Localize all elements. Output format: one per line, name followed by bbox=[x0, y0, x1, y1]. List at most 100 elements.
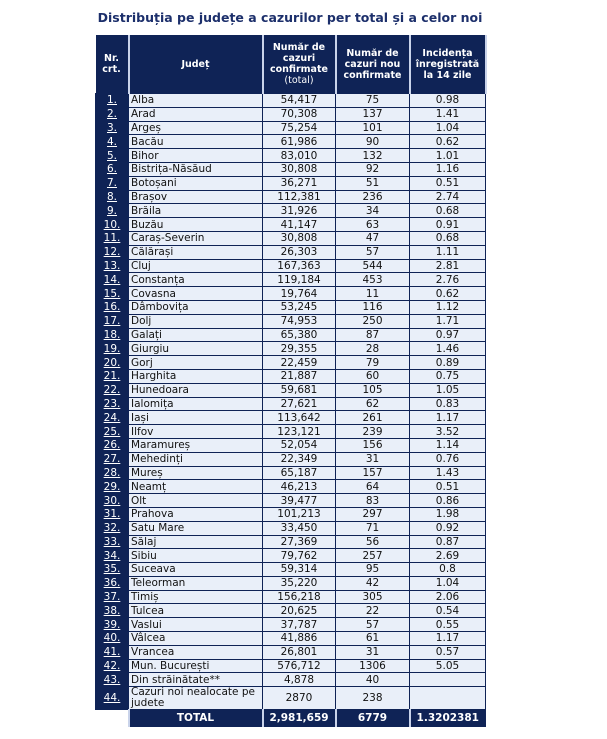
row-nr: 34. bbox=[95, 548, 129, 564]
row-total-cases: 26,801 bbox=[262, 644, 336, 660]
row-incidence: 0.89 bbox=[409, 355, 486, 370]
total-new: 6779 bbox=[334, 709, 410, 728]
row-incidence bbox=[409, 686, 486, 711]
row-nr: 40. bbox=[95, 631, 129, 646]
row-incidence: 1.71 bbox=[409, 313, 486, 329]
row-nr: 44. bbox=[95, 686, 129, 711]
row-total-cases: 70,308 bbox=[262, 106, 336, 122]
table-row: 33. Sălaj 27,369 56 0.87 bbox=[95, 534, 486, 550]
row-nr: 16. bbox=[95, 299, 129, 315]
total-spacer bbox=[95, 709, 129, 727]
row-new-cases: 90 bbox=[335, 134, 410, 150]
row-new-cases: 56 bbox=[335, 534, 410, 550]
row-county: Sibiu bbox=[128, 548, 263, 564]
row-nr: 8. bbox=[95, 189, 129, 205]
row-new-cases: 79 bbox=[335, 355, 410, 370]
row-total-cases: 52,054 bbox=[262, 437, 336, 453]
row-county: Vâlcea bbox=[128, 631, 263, 646]
header-incidence: Incidența înregistrată la 14 zile bbox=[408, 35, 487, 94]
row-total-cases: 53,245 bbox=[262, 299, 336, 315]
row-incidence: 0.87 bbox=[409, 534, 486, 550]
table-row: 36. Teleorman 35,220 42 1.04 bbox=[95, 575, 486, 591]
row-total-cases: 576,712 bbox=[262, 658, 336, 674]
table-row: 25. Ilfov 123,121 239 3.52 bbox=[95, 424, 486, 439]
row-new-cases: 116 bbox=[335, 299, 410, 315]
row-new-cases: 157 bbox=[335, 465, 410, 481]
table-row: 40. Vâlcea 41,886 61 1.17 bbox=[95, 631, 486, 646]
row-county: Galați bbox=[128, 327, 263, 343]
row-incidence: 0.51 bbox=[409, 175, 486, 191]
table-header-row: Nr. crt. Județ Număr de cazuri confirmat… bbox=[95, 35, 487, 94]
page-title: Distribuția pe județe a cazurilor per to… bbox=[97, 10, 483, 25]
row-incidence: 0.75 bbox=[409, 368, 486, 384]
row-nr: 28. bbox=[95, 465, 129, 481]
header-judet: Județ bbox=[127, 35, 264, 94]
row-total-cases: 61,986 bbox=[262, 134, 336, 150]
row-incidence: 0.55 bbox=[409, 617, 486, 633]
row-incidence: 1.98 bbox=[409, 506, 486, 522]
table-row: 23. Ialomița 27,621 62 0.83 bbox=[95, 396, 486, 412]
row-total-cases: 4,878 bbox=[262, 672, 336, 688]
row-new-cases: 22 bbox=[335, 603, 410, 619]
row-nr: 23. bbox=[95, 396, 129, 412]
row-county: Constanța bbox=[128, 272, 263, 288]
row-incidence: 2.06 bbox=[409, 589, 486, 605]
table-row: 24. Iași 113,642 261 1.17 bbox=[95, 410, 486, 426]
row-county: Mun. București bbox=[128, 658, 263, 674]
row-county: Teleorman bbox=[128, 575, 263, 591]
row-new-cases: 261 bbox=[335, 410, 410, 426]
row-nr: 20. bbox=[95, 355, 129, 370]
row-county: Timiș bbox=[128, 589, 263, 605]
row-county: Iași bbox=[128, 410, 263, 426]
row-incidence: 1.01 bbox=[409, 148, 486, 163]
row-total-cases: 112,381 bbox=[262, 189, 336, 205]
total-incidence: 1.3202381 bbox=[408, 709, 486, 728]
row-total-cases: 54,417 bbox=[262, 93, 336, 108]
row-new-cases: 544 bbox=[335, 258, 410, 274]
row-county: Harghita bbox=[128, 368, 263, 384]
header-nr: Nr. crt. bbox=[95, 35, 130, 94]
row-incidence: 0.8 bbox=[409, 562, 486, 577]
row-county: Covasna bbox=[128, 286, 263, 301]
row-incidence: 0.57 bbox=[409, 644, 486, 660]
row-county: Din străinătate** bbox=[128, 672, 263, 688]
row-total-cases: 30,808 bbox=[262, 230, 336, 246]
row-new-cases: 83 bbox=[335, 493, 410, 508]
table-row: 11. Caraș-Severin 30,808 47 0.68 bbox=[95, 230, 486, 246]
table-row: 12. Călărași 26,303 57 1.11 bbox=[95, 244, 486, 260]
row-incidence: 2.81 bbox=[409, 258, 486, 274]
table-row: 5. Bihor 83,010 132 1.01 bbox=[95, 148, 486, 163]
table-row: 32. Satu Mare 33,450 71 0.92 bbox=[95, 520, 486, 536]
row-county: Bacău bbox=[128, 134, 263, 150]
row-new-cases: 60 bbox=[335, 368, 410, 384]
table-row: 44. Cazuri noi nealocate pe judete 2870 238 bbox=[95, 686, 486, 711]
row-county: Alba bbox=[128, 93, 263, 108]
row-county: Mehedinți bbox=[128, 451, 263, 467]
table-row: 31. Prahova 101,213 297 1.98 bbox=[95, 506, 486, 522]
row-total-cases: 59,681 bbox=[262, 382, 336, 398]
row-incidence: 0.92 bbox=[409, 520, 486, 536]
row-new-cases: 238 bbox=[335, 686, 410, 711]
row-county: Maramureș bbox=[128, 437, 263, 453]
row-incidence: 0.97 bbox=[409, 327, 486, 343]
row-incidence bbox=[409, 672, 486, 688]
table-row: 4. Bacău 61,986 90 0.62 bbox=[95, 134, 486, 150]
row-nr: 41. bbox=[95, 644, 129, 660]
header-total-sub: (total) bbox=[284, 75, 314, 86]
row-new-cases: 64 bbox=[335, 479, 410, 495]
row-new-cases: 453 bbox=[335, 272, 410, 288]
row-county: Vrancea bbox=[128, 644, 263, 660]
table-row: 21. Harghita 21,887 60 0.75 bbox=[95, 368, 486, 384]
table-row: 6. Bistrița-Năsăud 30,808 92 1.16 bbox=[95, 161, 486, 177]
row-county: Dolj bbox=[128, 313, 263, 329]
row-incidence: 1.17 bbox=[409, 631, 486, 646]
row-county: Olt bbox=[128, 493, 263, 508]
row-incidence: 2.69 bbox=[409, 548, 486, 564]
row-new-cases: 95 bbox=[335, 562, 410, 577]
row-total-cases: 79,762 bbox=[262, 548, 336, 564]
row-nr: 9. bbox=[95, 203, 129, 219]
row-new-cases: 61 bbox=[335, 631, 410, 646]
row-nr: 31. bbox=[95, 506, 129, 522]
row-incidence: 0.91 bbox=[409, 217, 486, 232]
row-nr: 35. bbox=[95, 562, 129, 577]
